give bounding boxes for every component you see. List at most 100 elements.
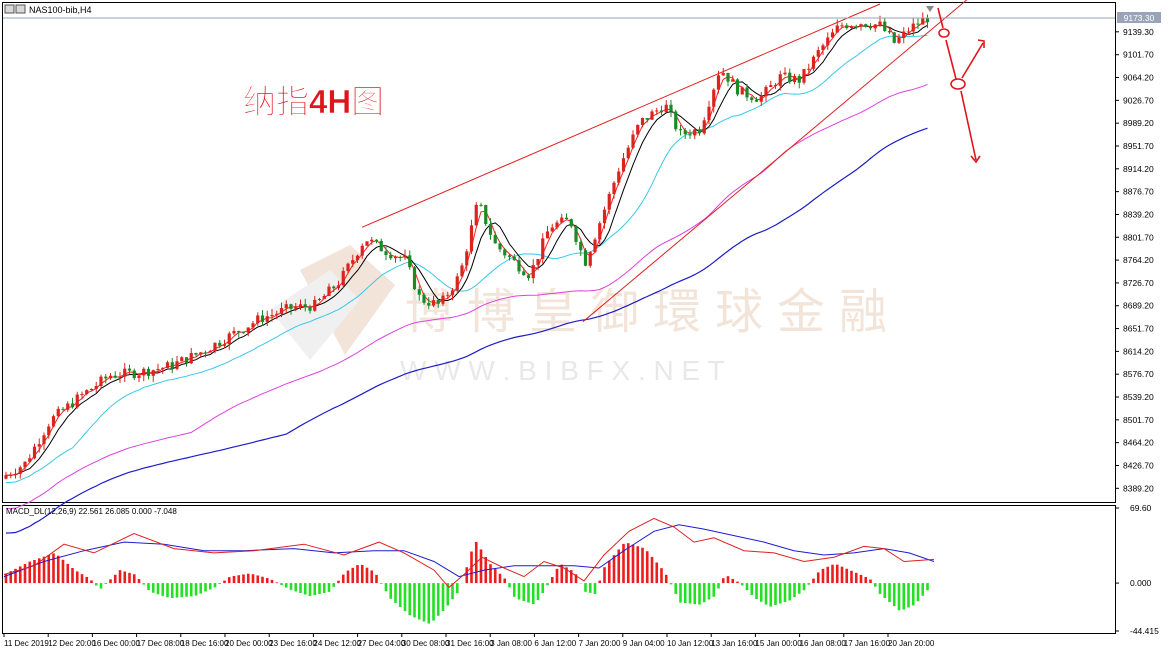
candle-body	[89, 388, 94, 391]
macd-histogram-bar	[170, 583, 174, 598]
candle-body	[826, 37, 830, 46]
macd-histogram-bar	[66, 563, 70, 584]
candle-body	[693, 129, 697, 136]
watermark: 博博皇御環球金融 W W W . B I B F X . N E T	[270, 245, 887, 386]
candle-body	[697, 129, 702, 134]
candlesticks	[4, 12, 930, 480]
macd-histogram-bar	[688, 583, 692, 604]
candle-body	[465, 251, 469, 266]
macd-histogram-bar	[451, 583, 454, 600]
macd-histogram-bar	[712, 583, 716, 597]
candle-body	[726, 72, 730, 82]
candle-body	[13, 473, 18, 475]
time-label: 16 Dec 00:00	[92, 639, 140, 648]
time-label: 30 Dec 08:00	[402, 639, 450, 648]
candle-body	[61, 408, 65, 410]
macd-histogram-bar	[655, 562, 659, 584]
macd-histogram-bar	[398, 583, 402, 608]
candle-body	[180, 357, 184, 362]
candle-body	[241, 332, 246, 334]
macd-histogram-bar	[569, 570, 573, 584]
macd-histogram-bar	[341, 574, 345, 584]
header: NAS100-bib,H4	[4, 4, 92, 15]
candle-body	[626, 147, 630, 159]
candle-body	[688, 134, 692, 136]
price-label: 8464.20	[1123, 438, 1154, 448]
price-label: 8389.20	[1123, 483, 1154, 493]
macd-histogram-bar	[147, 583, 150, 590]
macd-histogram-bar	[897, 583, 901, 611]
candle-body	[807, 68, 811, 70]
candle-body	[655, 110, 659, 112]
forecast-arrowhead	[970, 155, 981, 164]
macd-histogram-bar	[831, 564, 834, 584]
candle-body	[142, 368, 146, 376]
candle-body	[835, 25, 839, 33]
macd-histogram-bar	[541, 583, 545, 593]
price-label: 8801.70	[1123, 232, 1154, 242]
macd-histogram-bar	[199, 583, 203, 594]
candle-body	[560, 217, 564, 223]
candle-body	[47, 426, 51, 436]
macd-histogram-bar	[546, 583, 549, 586]
macd-histogram-bar	[883, 583, 887, 598]
symbol-icon[interactable]	[4, 4, 15, 14]
macd-histogram-bar	[394, 583, 397, 603]
macd-histogram-bar	[351, 567, 355, 584]
forecast-circle-bottom	[950, 78, 966, 90]
macd-histogram-bar	[726, 576, 730, 584]
candle-body	[830, 32, 835, 38]
candle-body	[536, 258, 540, 266]
macd-histogram-bar	[612, 555, 616, 584]
macd-histogram-bar	[242, 574, 245, 584]
macd-histogram-bar	[888, 583, 891, 603]
macd-histogram-bar	[550, 577, 554, 584]
last-price-tag: 9173.30	[1117, 12, 1161, 23]
ema-cyan-line	[5, 34, 928, 483]
macd-histogram-bar	[455, 583, 459, 594]
macd-histogram-bar	[189, 583, 193, 597]
macd-histogram-bar	[755, 583, 758, 600]
price-label: 8989.20	[1123, 118, 1154, 128]
macd-histogram-bar	[204, 583, 207, 592]
macd-histogram-bar	[18, 566, 22, 584]
candle-body	[156, 369, 160, 371]
macd-histogram-bar	[664, 574, 668, 584]
candle-body	[640, 118, 645, 125]
time-label: 7 Jan 20:00	[579, 639, 621, 648]
macd-histogram-bar	[603, 567, 606, 584]
candle-body	[51, 416, 56, 427]
candle-body	[579, 241, 583, 251]
candle-body	[232, 331, 236, 334]
candle-body	[32, 446, 37, 459]
macd-histogram-bar	[864, 576, 868, 584]
macd-histogram-bar	[90, 580, 93, 584]
macd-histogram-bar	[636, 546, 640, 584]
candle-body	[308, 307, 312, 311]
macd-axis-label: -44.415	[1130, 626, 1159, 636]
candle-body	[849, 26, 854, 29]
macd-histogram-bar	[873, 583, 877, 587]
time-label: 20 Jan 20:00	[888, 639, 935, 648]
macd-histogram-bar	[356, 565, 359, 584]
timeframe-icon[interactable]	[15, 4, 26, 14]
macd-histogram-bar	[736, 581, 739, 584]
macd-histogram-bar	[536, 583, 540, 601]
candle-body	[555, 222, 559, 228]
candle-body	[583, 250, 588, 266]
macd-histogram-bar	[208, 583, 212, 590]
macd-histogram-bar	[61, 559, 65, 584]
candle-body	[165, 362, 170, 368]
macd-histogram-bar	[721, 578, 725, 584]
macd-histogram-bar	[693, 583, 697, 605]
candle-body	[37, 444, 41, 447]
time-label: 17 Dec 08:00	[137, 639, 185, 648]
main-chart-frame	[2, 2, 1116, 503]
candle-body	[104, 376, 108, 379]
macd-histogram-bar	[14, 568, 17, 584]
candle-body	[550, 227, 554, 232]
candle-body	[194, 353, 198, 355]
candle-body	[764, 87, 768, 97]
macd-histogram-bar	[289, 583, 293, 590]
